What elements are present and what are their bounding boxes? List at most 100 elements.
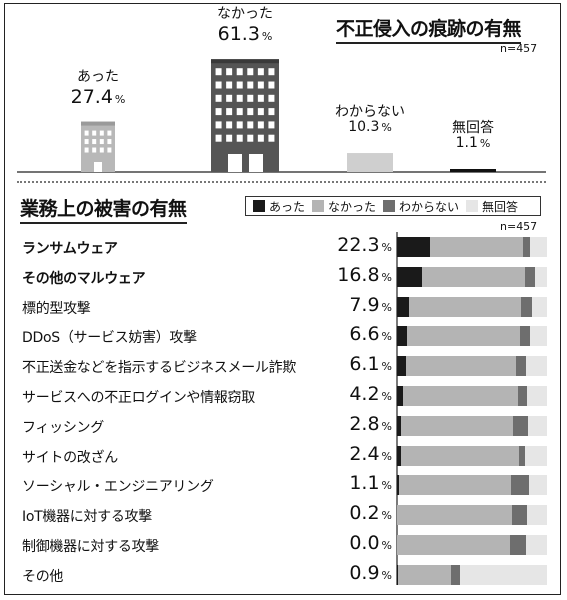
top-category-value: 1.1% xyxy=(413,135,533,151)
bar-segment xyxy=(430,237,524,257)
building-window xyxy=(257,81,264,89)
bar-segment xyxy=(512,415,528,436)
building-window xyxy=(99,139,104,145)
legend-label: あった xyxy=(269,199,306,214)
row-label: ランサムウェア xyxy=(22,241,118,257)
building-window xyxy=(215,68,222,76)
building-window xyxy=(84,130,89,136)
row-value-unit: % xyxy=(381,479,392,493)
row-label: サイトの改ざん xyxy=(22,449,118,466)
legend: あった なかった わからない 無回答 xyxy=(245,196,541,216)
bar-segment xyxy=(422,266,525,287)
building-body-2 xyxy=(347,153,393,172)
legend-label: なかった xyxy=(328,199,377,214)
top-chart-note: n=457 xyxy=(500,42,538,55)
row-value: 7.9% xyxy=(300,294,392,316)
top-category-value: 10.3% xyxy=(310,119,430,135)
legend-swatch xyxy=(383,200,396,212)
bar-segment xyxy=(398,475,511,496)
building-window xyxy=(226,94,233,102)
building-window xyxy=(247,94,254,102)
row-label: その他のマルウェア xyxy=(22,270,146,287)
bar-segment xyxy=(534,266,547,287)
legend-label: 無回答 xyxy=(482,199,519,214)
building-window xyxy=(226,68,233,76)
bar-segment xyxy=(511,505,527,526)
bar-segment xyxy=(510,535,526,555)
stacked-bar xyxy=(397,356,547,377)
bar-segment xyxy=(397,296,409,317)
frame xyxy=(4,3,561,595)
bottom-chart-note: n=457 xyxy=(500,220,538,233)
building-window xyxy=(247,121,254,129)
stacked-bar xyxy=(397,386,547,406)
row-value-unit: % xyxy=(381,390,392,403)
building-window xyxy=(226,134,233,142)
bar-segment xyxy=(526,535,547,555)
row-value-number: 7.9 xyxy=(349,293,380,316)
row-value: 16.8% xyxy=(300,264,392,286)
bar-segment xyxy=(400,445,520,466)
bar-segment xyxy=(515,356,527,377)
building-roof-0 xyxy=(81,121,115,126)
building-window xyxy=(215,108,222,116)
top-value-number: 61.3 xyxy=(217,23,260,46)
bar-segment xyxy=(460,564,547,585)
bar-segment xyxy=(408,296,522,317)
top-category-label: あった xyxy=(77,68,119,85)
stacked-bar xyxy=(397,237,547,257)
bar-segment xyxy=(523,237,531,257)
row-value-number: 6.6 xyxy=(349,323,380,346)
row-value: 1.1% xyxy=(300,472,392,494)
building-window xyxy=(107,139,112,145)
row-value-number: 22.3 xyxy=(337,234,380,256)
row-value-unit: % xyxy=(381,241,392,254)
building-chart xyxy=(17,59,546,173)
bar-segment xyxy=(530,326,547,347)
building-window xyxy=(236,68,243,76)
building-window xyxy=(247,81,254,89)
building-window xyxy=(236,121,243,129)
bar-segment xyxy=(397,237,431,257)
bar-segment xyxy=(397,326,407,347)
row-value-unit: % xyxy=(381,330,392,344)
building-body-3 xyxy=(450,169,496,172)
section-divider xyxy=(17,181,546,183)
row-label: IoT機器に対する攻撃 xyxy=(22,509,152,526)
row-value: 6.6% xyxy=(300,323,392,345)
top-value-number: 10.3 xyxy=(348,119,380,136)
bar-segment xyxy=(397,266,423,287)
bar-segment xyxy=(406,326,521,347)
row-value: 2.4% xyxy=(300,443,392,465)
building-window xyxy=(215,121,222,129)
bar-segment xyxy=(406,356,516,377)
stacked-bar xyxy=(397,296,547,317)
top-value-number: 27.4 xyxy=(70,85,113,108)
building-window xyxy=(92,130,97,136)
top-value-unit: % xyxy=(381,121,392,135)
bar-segment xyxy=(401,415,513,436)
building-window xyxy=(226,81,233,89)
building-window xyxy=(257,68,264,76)
bar-segment xyxy=(527,386,547,406)
building-roof-1 xyxy=(211,59,279,64)
row-label: その他 xyxy=(22,568,64,585)
row-value: 6.1% xyxy=(300,353,392,375)
top-category-label: 無回答 xyxy=(452,120,494,136)
building-window xyxy=(268,68,275,76)
bar-segment xyxy=(403,386,519,406)
building-window xyxy=(268,108,275,116)
bar-segment xyxy=(525,445,547,466)
row-label: 制御機器に対する攻撃 xyxy=(22,539,159,555)
building-door xyxy=(249,154,263,172)
row-value-number: 6.1 xyxy=(349,353,380,376)
stacked-bar xyxy=(397,564,547,585)
building-window xyxy=(257,121,264,129)
row-label: フィッシング xyxy=(22,419,104,436)
row-label: サービスへの不正ログインや情報窃取 xyxy=(22,390,255,406)
stacked-bar xyxy=(397,535,547,555)
row-label: ソーシャル・エンジニアリング xyxy=(22,479,214,496)
building-window xyxy=(236,134,243,142)
legend-swatch xyxy=(253,200,265,212)
